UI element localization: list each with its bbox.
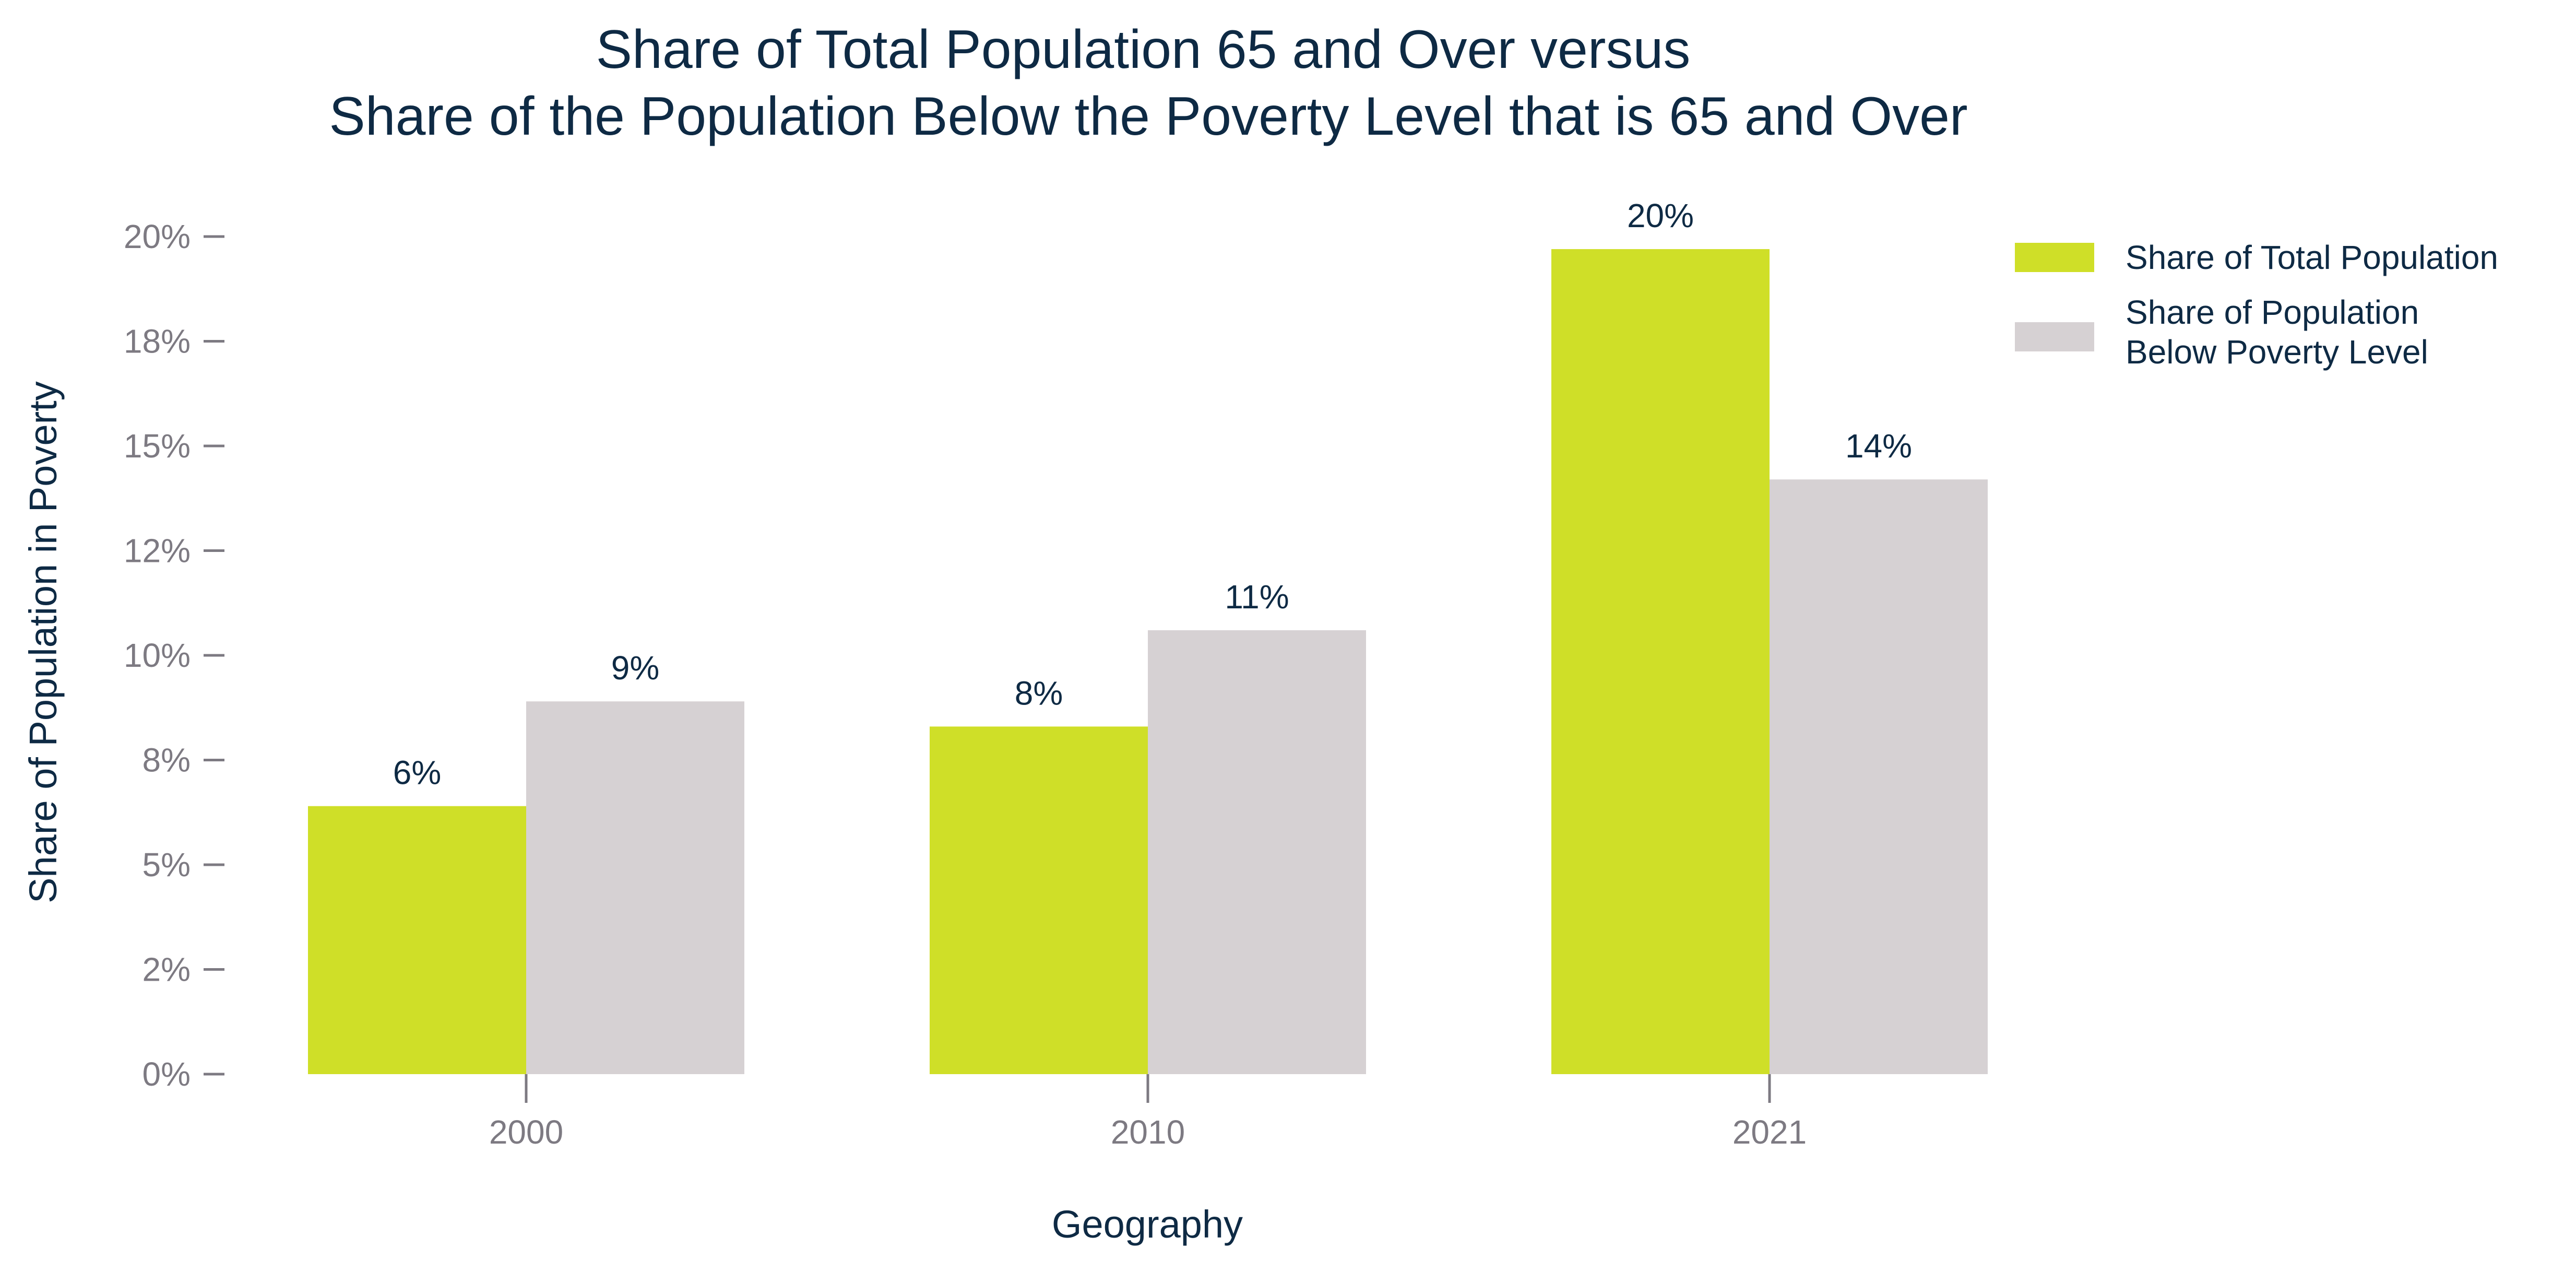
bar-below-poverty-2000	[526, 701, 744, 1074]
y-tick-label: 0%	[143, 1055, 191, 1093]
y-tick-label: 18%	[124, 323, 191, 360]
y-tick-label: 12%	[124, 532, 191, 570]
chart-title: Share of Total Population 65 and Over ve…	[329, 19, 1967, 147]
bar-total-population-2010	[930, 726, 1148, 1074]
x-tick-label: 2021	[1732, 1113, 1807, 1151]
bar-below-poverty-2021	[1770, 479, 1988, 1075]
legend-swatch-total-population	[2015, 243, 2094, 272]
bar-data-label: 8%	[1015, 674, 1063, 712]
y-axis: 0% 2% 5% 8% 10% 12% 15% 18% 20%	[124, 218, 224, 1093]
bar-data-labels: 6% 8% 20% 9% 11% 14%	[393, 197, 1912, 792]
chart-title-line-1: Share of Total Population 65 and Over ve…	[596, 19, 1691, 80]
y-tick-label: 8%	[143, 742, 191, 779]
legend: Share of Total Population Share of Popul…	[2015, 239, 2498, 371]
x-axis: 2000 2010 2021	[489, 1074, 1807, 1151]
bar-data-label: 11%	[1225, 578, 1289, 616]
bar-data-label: 20%	[1627, 197, 1694, 234]
bar-total-population-2021	[1551, 249, 1770, 1074]
legend-swatch-below-poverty	[2015, 322, 2094, 351]
bar-total-population-2000	[308, 806, 526, 1074]
legend-label-total-population: Share of Total Population	[2126, 239, 2498, 276]
bar-data-label: 14%	[1845, 427, 1912, 465]
bar-data-label: 6%	[393, 754, 442, 792]
legend-label-below-poverty: Share of Population Below Poverty Level	[2126, 293, 2428, 371]
y-axis-title: Share of Population in Poverty	[21, 381, 65, 903]
y-tick-label: 20%	[124, 218, 191, 255]
y-tick-label: 10%	[124, 637, 191, 674]
x-tick-label: 2000	[489, 1113, 563, 1151]
y-tick-label: 15%	[124, 427, 191, 465]
bar-below-poverty-2010	[1148, 630, 1366, 1074]
y-tick-label: 5%	[143, 846, 191, 884]
x-tick-label: 2010	[1111, 1113, 1185, 1151]
chart-title-line-2: Share of the Population Below the Povert…	[329, 86, 1967, 147]
bars	[308, 249, 1988, 1075]
y-tick-label: 2%	[143, 951, 191, 988]
bar-data-label: 9%	[611, 649, 660, 687]
x-axis-title: Geography	[1052, 1203, 1243, 1246]
